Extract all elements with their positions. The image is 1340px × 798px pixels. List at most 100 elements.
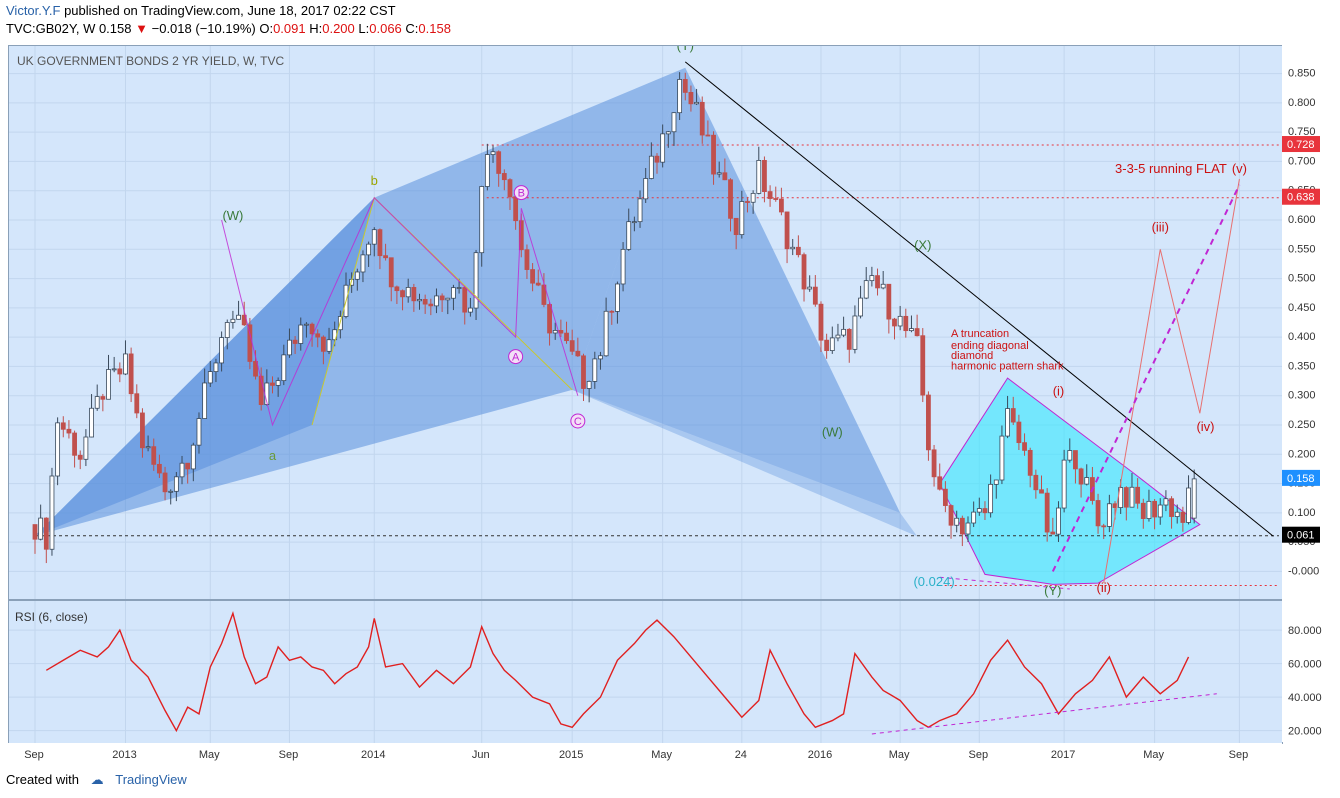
price-axis-svg[interactable]: 0.8500.8000.7500.7000.6500.6000.5500.500… <box>1282 45 1338 742</box>
candle-body <box>926 394 931 451</box>
candle-body <box>897 315 903 327</box>
close-label: C: <box>405 21 419 36</box>
candle-body <box>190 444 196 470</box>
time-tick-label: 2016 <box>808 749 832 761</box>
candle-body <box>637 198 643 223</box>
candle-body <box>1061 459 1067 509</box>
candle-body <box>1050 531 1056 535</box>
time-tick-label: 2014 <box>361 749 385 761</box>
candle-body <box>920 335 926 396</box>
time-tick-label: Sep <box>1229 749 1249 761</box>
candle-body <box>535 282 541 286</box>
candle-body <box>434 295 439 307</box>
time-tick-label: 2013 <box>112 749 136 761</box>
tradingview-link[interactable]: TradingView <box>115 772 187 787</box>
price-axis[interactable]: 0.8500.8000.7500.7000.6500.6000.5500.500… <box>1282 45 1338 742</box>
price-chart-svg[interactable]: UK GOVERNMENT BONDS 2 YR YIELD, W, TVC (W… <box>9 38 1282 599</box>
candle-body <box>1186 487 1191 523</box>
candle-body <box>1084 477 1090 485</box>
symbol-info: TVC:GB02Y, W 0.158 ▼ −0.018 (−10.19%) O:… <box>6 21 451 36</box>
candle-body <box>281 354 287 382</box>
rsi-line <box>45 611 1190 733</box>
candle-body <box>564 332 569 342</box>
candle-body <box>846 328 852 350</box>
candle-body <box>880 283 886 289</box>
time-tick-label: 2015 <box>559 749 583 761</box>
rsi-pane[interactable]: RSI (6, close) <box>8 600 1283 744</box>
rsi-chart-svg[interactable]: RSI (6, close) <box>9 601 1282 743</box>
candle-body <box>699 101 705 136</box>
candle-body <box>1129 486 1135 508</box>
candle-body <box>1067 450 1073 461</box>
candle-body <box>106 369 111 400</box>
candle-body <box>598 355 603 360</box>
publish-info: Victor.Y.F published on TradingView.com,… <box>6 3 396 18</box>
time-tick-label: 2017 <box>1051 749 1075 761</box>
time-tick-label: Sep <box>279 749 299 761</box>
candle-body <box>954 517 960 526</box>
created-with-text: Created with <box>6 772 79 787</box>
candle-body <box>173 476 179 492</box>
candle-body <box>937 476 943 490</box>
time-axis-svg[interactable]: Sep 2013 May Sep 2014 Jun 2015 May 24 2016 May Sep 2… <box>8 743 1282 765</box>
tradingview-logo-icon[interactable]: ☁ <box>90 772 104 787</box>
author-link[interactable]: Victor.Y.F <box>6 3 61 18</box>
candle-body <box>858 297 863 317</box>
candle-body <box>988 483 994 514</box>
candle-body <box>507 179 513 198</box>
wave-label: (i) <box>1053 384 1065 399</box>
candle-body <box>875 275 880 289</box>
candle-body <box>230 318 236 323</box>
harmonic-triangle-xbc <box>35 197 573 536</box>
symbol-price: TVC:GB02Y, W 0.158 <box>6 21 132 36</box>
candle-body <box>1146 500 1152 519</box>
candle-body <box>394 286 400 292</box>
candle-body <box>575 350 581 357</box>
candle-body <box>196 418 202 446</box>
candle-body <box>914 328 920 337</box>
candle-body <box>694 101 699 105</box>
candle-body <box>451 287 456 299</box>
candle-body <box>388 257 394 288</box>
candle-body <box>151 446 157 465</box>
candle-body <box>411 287 417 302</box>
candle-body <box>156 463 162 474</box>
candle-body <box>1135 486 1141 504</box>
candle-body <box>383 255 388 259</box>
candle-body <box>490 151 496 155</box>
candle-body <box>1022 442 1027 451</box>
candle-body <box>829 337 835 351</box>
candle-body <box>1180 511 1186 523</box>
wave-label: (Y) <box>1044 583 1061 598</box>
wave-label: C <box>574 416 582 428</box>
wave-label: (ii) <box>1096 580 1110 595</box>
candle-body <box>615 283 620 312</box>
price-label-box <box>1282 526 1320 543</box>
candle-body <box>609 310 615 313</box>
candle-body <box>287 339 292 356</box>
time-axis[interactable]: Sep 2013 May Sep 2014 Jun 2015 May 24 2016 May Sep 2… <box>8 743 1282 765</box>
candle-body <box>360 254 366 273</box>
candle-body <box>852 315 858 350</box>
candle-body <box>541 284 547 305</box>
price-tick-label: 0.550 <box>1288 243 1316 255</box>
chart-title: UK GOVERNMENT BONDS 2 YR YIELD, W, TVC <box>17 54 285 68</box>
time-tick-label: Sep <box>969 749 989 761</box>
candle-body <box>824 339 830 351</box>
candle-body <box>790 246 796 250</box>
candle-body <box>134 393 140 414</box>
high-value: 0.200 <box>322 21 355 36</box>
candle-body <box>145 446 151 449</box>
price-label-box <box>1282 136 1320 153</box>
time-tick-label: 24 <box>735 749 747 761</box>
candle-body <box>258 375 264 405</box>
candle-body <box>253 361 258 377</box>
candle-body <box>892 318 897 327</box>
candle-body <box>547 304 552 334</box>
price-tick-label: 0.750 <box>1288 126 1316 138</box>
time-tick-label: May <box>1143 749 1164 761</box>
candle-body <box>320 336 326 352</box>
price-chart-pane[interactable]: UK GOVERNMENT BONDS 2 YR YIELD, W, TVC (W… <box>8 38 1283 600</box>
price-tick-label: 0.250 <box>1288 419 1316 431</box>
candle-body <box>677 79 683 114</box>
